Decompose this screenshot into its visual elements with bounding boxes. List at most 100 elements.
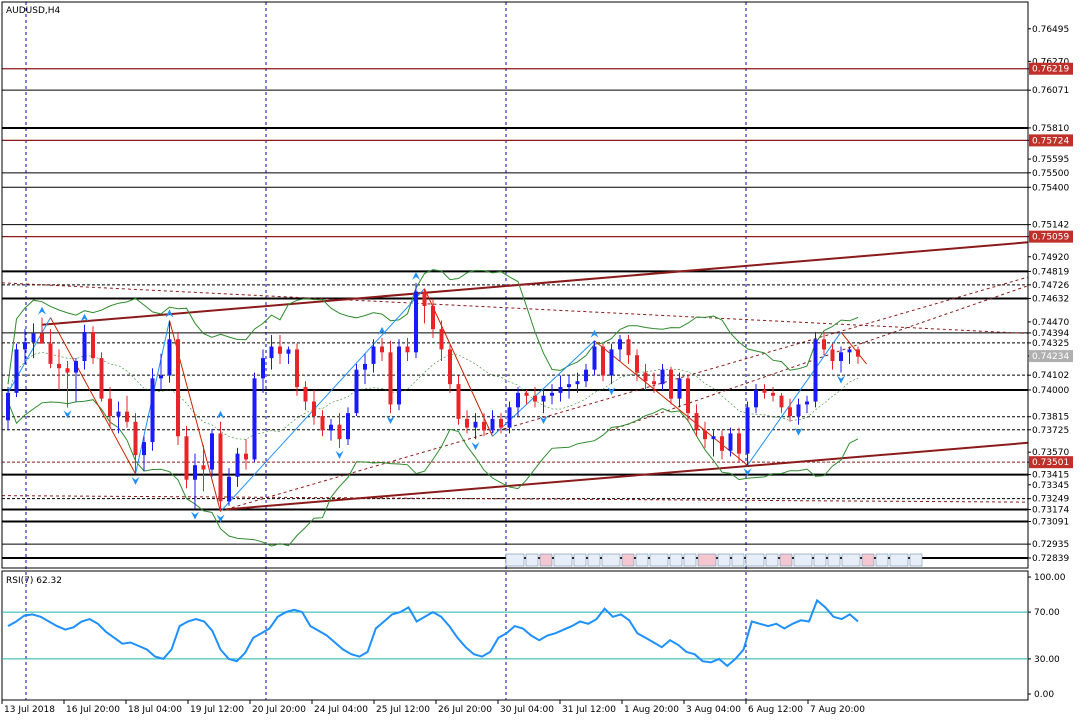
candle [465,410,469,434]
candle-body [771,392,775,396]
candle-body [193,465,197,480]
candle-body [711,436,716,440]
zigzag-segment [424,288,493,437]
candle [116,401,121,434]
candle-body [762,389,767,393]
candle-body [465,418,469,428]
time-axis-label: 19 Jul 12:00 [190,705,244,715]
candle-body [40,333,44,344]
candle [822,332,826,356]
time-axis-label: 25 Jul 12:00 [376,705,430,715]
candle [660,363,665,390]
time-tag-box [717,553,731,567]
fractal-down-arrow-icon [386,416,395,425]
candle-body [303,387,308,402]
candle [558,375,563,402]
fractal-up-arrow-icon [165,309,174,318]
candle [295,343,299,396]
price-axis-label: 0.73415 [1032,471,1069,481]
candle [91,326,95,364]
candle [193,453,197,509]
candle-body [643,372,648,382]
candle-body [541,395,546,402]
chart-symbol-label: AUDUSD,H4 [6,6,61,16]
time-tag-box [827,553,841,567]
price-axis-label: 0.76219 [1032,65,1069,75]
time-tag-box [669,553,683,567]
candle-body [694,413,699,431]
candles [6,282,860,512]
bollinger-middle-line [7,351,859,440]
candle-body [805,401,809,405]
candle-body [660,369,665,385]
candle [397,339,401,411]
candle [643,363,648,390]
candle-body [397,346,401,405]
time-tag-box [745,553,765,567]
time-axis-labels: 13 Jul 2018 16 Jul 20:00 18 Jul 04:00 19 Ju… [1,700,865,715]
candle [618,334,622,361]
time-tag-box [573,553,587,567]
candle [312,389,316,425]
candle [142,436,146,472]
candle-body [116,411,121,417]
candle [14,343,19,398]
price-axis-label: 0.73091 [1032,518,1069,528]
candle-body [329,424,333,431]
fractal-down-arrow-icon [335,450,344,459]
candle-body [14,349,19,393]
candle-body [686,378,690,414]
candle [601,343,605,382]
candle [65,360,70,408]
fractal-down-arrow-icon [837,375,845,384]
candle-body [847,349,852,353]
candle-body [48,343,53,364]
candle [99,352,104,402]
candle-body [550,392,554,396]
time-tag-box [909,553,923,567]
price-axis-label: 0.74632 [1032,294,1069,304]
candle-body [601,346,605,376]
candle [31,323,36,359]
price-axis-label: 0.76071 [1032,86,1069,96]
zigzag-segment [220,288,425,512]
candle-body [320,416,325,431]
candle-body [261,358,265,379]
price-axis-label: 0.75595 [1032,155,1069,165]
support-trend-line [225,276,1029,510]
candle-body [235,453,240,477]
candle-body [482,421,486,431]
rsi-label: RSI(7) 62.32 [6,576,62,586]
candle-body [91,332,95,359]
candle-body [414,291,418,353]
rsi-axis-label: 100.00 [1034,573,1066,583]
candle [847,346,852,364]
candle-body [167,339,172,376]
candle [388,340,393,414]
candle-body [31,333,36,343]
fractal-down-arrow-icon [216,514,225,523]
candle [261,349,265,393]
candle-body [405,346,410,353]
candle [507,401,512,434]
candle-body [388,352,393,405]
candle [380,337,384,361]
price-label-highlight [1029,456,1073,469]
price-axis-label: 0.73501 [1032,458,1069,468]
candle-body [244,453,248,460]
fractal-down-arrow-icon [794,427,803,436]
candle-body [133,421,138,456]
candle-body [635,355,639,373]
zigzag-segment [747,331,842,466]
price-axis-label: 0.74394 [1032,329,1069,339]
candle [244,439,248,470]
candle [830,343,835,370]
fractal-up-arrow-icon [216,410,225,419]
candle [74,358,78,402]
candle [218,421,223,512]
candle [516,387,520,417]
zigzag-segment [50,317,136,475]
price-label-highlight [1029,230,1073,243]
candle [439,320,444,361]
candle-body [371,346,376,364]
